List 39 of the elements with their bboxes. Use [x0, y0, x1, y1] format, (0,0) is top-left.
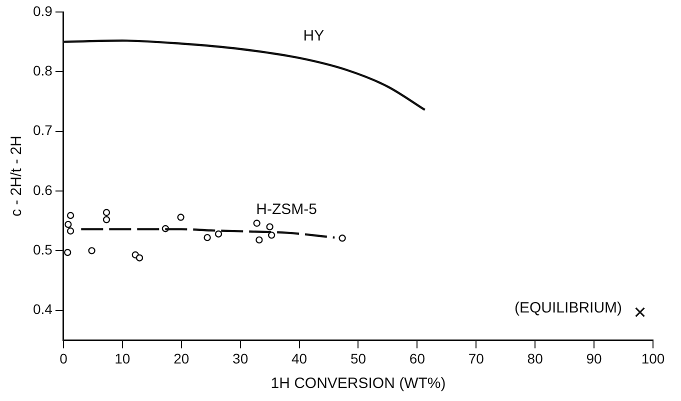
x-tick-label: 70 [468, 350, 484, 366]
point [102, 208, 110, 216]
point [256, 236, 263, 244]
y-tick-label: 0.9 [32, 2, 53, 19]
point [253, 220, 260, 227]
x-tick-label: 90 [586, 350, 602, 366]
x-tick-label: 40 [291, 350, 308, 366]
y-tick-label: 0.5 [32, 242, 53, 258]
series-label: (EQUILIBRIUM) [514, 299, 622, 316]
point [136, 254, 144, 262]
x-tick-label: 30 [232, 350, 248, 366]
x-tick-label: 60 [409, 350, 426, 366]
point [634, 307, 646, 318]
x-tick-label: 0 [60, 350, 68, 366]
point [268, 232, 276, 239]
point [64, 248, 72, 256]
y-tick-label: 0.6 [32, 182, 53, 198]
point [66, 212, 74, 220]
point [266, 223, 274, 230]
x-axis-title: 1H CONVERSION (WT%) [270, 375, 446, 392]
x-tick-label: 50 [350, 350, 366, 366]
point [338, 234, 346, 242]
point [177, 214, 184, 221]
x-tick-label: 100 [641, 350, 665, 366]
y-tick-label: 0.7 [32, 122, 53, 138]
series-label: H-ZSM-5 [256, 201, 317, 218]
x-tick-label: 80 [527, 350, 544, 366]
point [102, 216, 110, 224]
x-tick-label: 10 [114, 350, 130, 366]
point [204, 234, 211, 242]
y-tick-label: 0.8 [32, 62, 53, 79]
series-label: HY [303, 28, 324, 45]
y-axis-title: c - 2H/t - 2H [8, 136, 26, 217]
point [214, 230, 222, 238]
point [66, 227, 74, 235]
point [64, 220, 72, 228]
y-tick-label: 0.4 [32, 301, 53, 318]
x-tick-label: 20 [174, 350, 190, 366]
point [88, 247, 96, 254]
